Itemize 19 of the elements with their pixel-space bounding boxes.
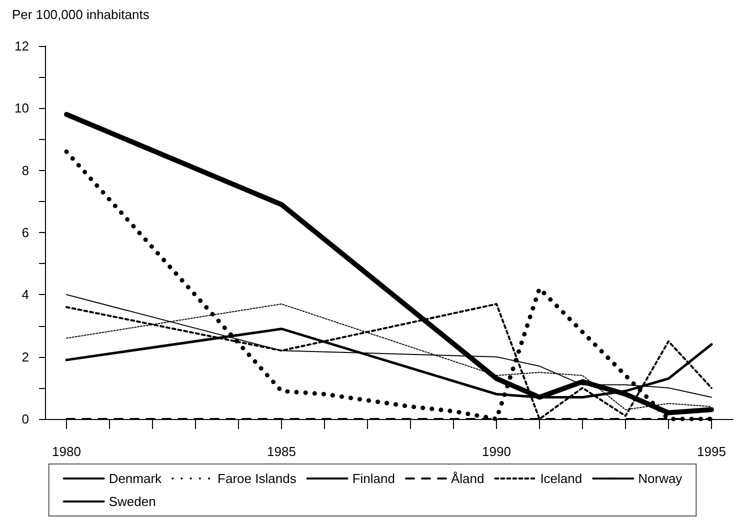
legend-label: Sweden (108, 494, 156, 509)
y-tick-label: 6 (22, 225, 29, 240)
x-tick-label: 1985 (267, 444, 296, 459)
legend-label: Faroe Islands (218, 471, 297, 486)
y-tick-label: 0 (22, 412, 29, 426)
legend-label: Norway (638, 471, 683, 486)
y-tick-label: 8 (22, 162, 29, 178)
y-tick-label: 12 (14, 38, 29, 54)
x-tick-label: 1980 (52, 444, 81, 459)
y-tick-label: 10 (14, 100, 29, 116)
legend-label: Iceland (540, 471, 582, 486)
y-tick-label: 4 (22, 287, 29, 302)
x-tick-label: 1995 (697, 444, 726, 459)
legend-label: Denmark (108, 471, 162, 486)
y-axis-title: Per 100,000 inhabitants (12, 7, 150, 22)
legend-label: Finland (352, 471, 395, 486)
x-tick-label: 1990 (482, 444, 511, 459)
legend-label: Åland (450, 471, 484, 486)
y-tick-label: 2 (22, 349, 29, 364)
